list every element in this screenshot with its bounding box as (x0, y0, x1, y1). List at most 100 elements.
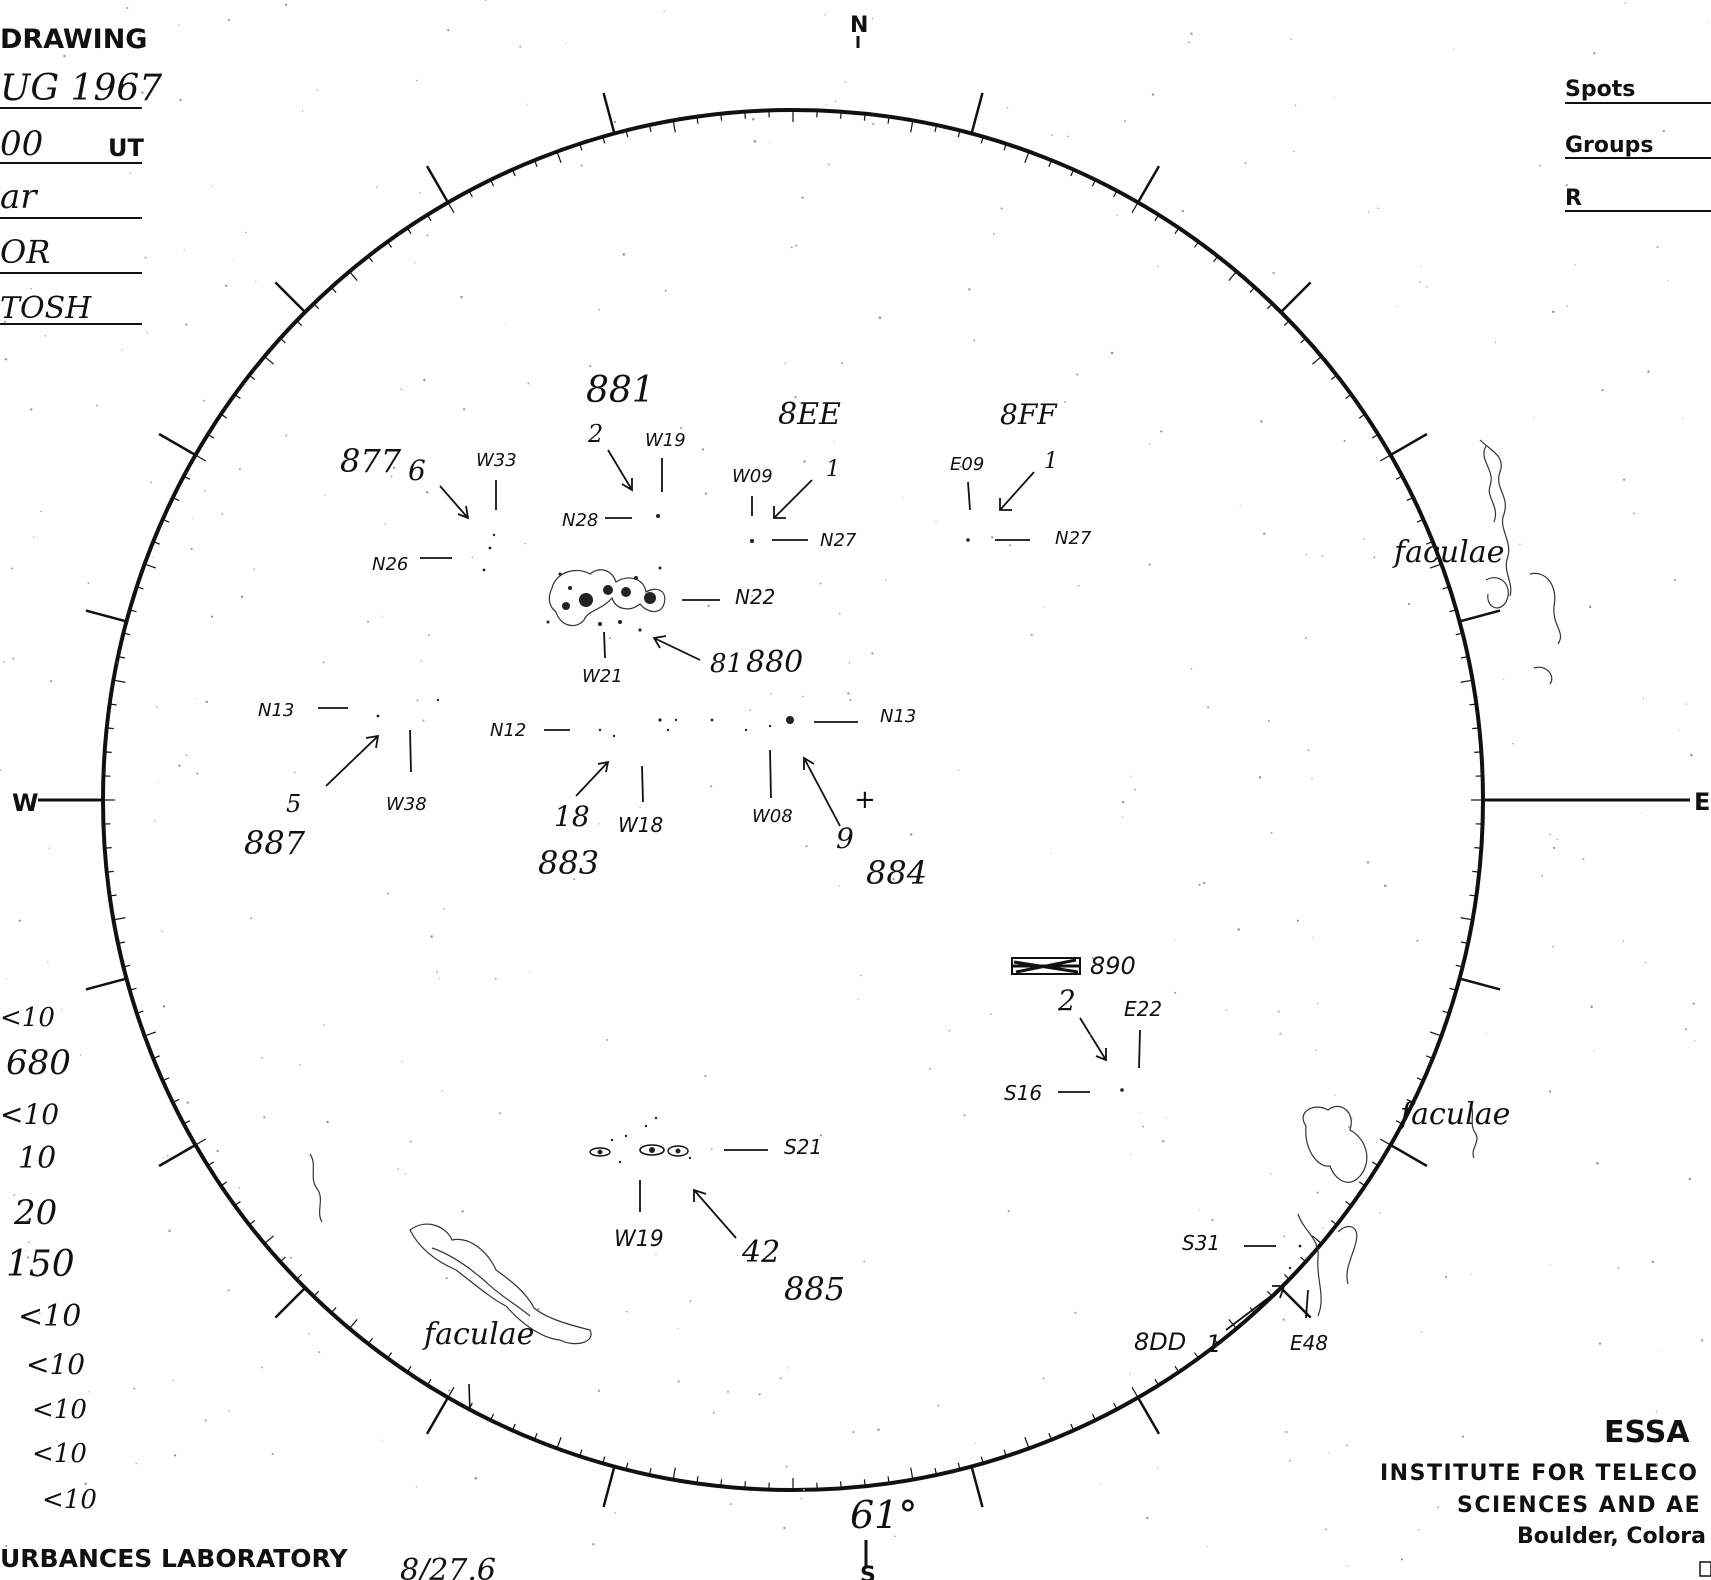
speck (664, 289, 667, 292)
speck (150, 481, 152, 484)
limb-tick (489, 1413, 495, 1421)
speck (1644, 961, 1647, 964)
speck (1701, 1339, 1704, 1342)
speck (5, 978, 7, 980)
speck (527, 382, 530, 385)
plus-marker: + (854, 785, 876, 815)
limb-tick (1429, 563, 1442, 569)
sunspot-group-8EE: 8EE 1 W09 N27 (732, 397, 857, 551)
left-value-1: <10 (0, 1003, 55, 1033)
speck (835, 463, 837, 465)
speck (1007, 1209, 1010, 1212)
limb-tick (313, 1290, 319, 1297)
speck (1270, 832, 1273, 835)
limb-tick (1024, 1436, 1030, 1449)
longitude: E22 (1124, 997, 1162, 1021)
latitude: S21 (784, 1135, 822, 1159)
speck (1553, 846, 1556, 850)
north-label: N (850, 13, 868, 38)
limb-tick (1371, 1161, 1379, 1167)
speck (1685, 703, 1688, 705)
speck (758, 1393, 761, 1396)
sunspot-group-885: S21 W19 42 885 (589, 1116, 845, 1308)
speck (519, 45, 522, 48)
speck (892, 878, 895, 881)
speck (484, 0, 487, 1)
speck (284, 3, 288, 6)
limb-tick (648, 1467, 652, 1476)
speck (974, 1443, 977, 1445)
limb-tick (406, 227, 412, 235)
limb-tick (386, 1352, 393, 1359)
limb-tick (489, 179, 495, 187)
latitude: N13 (880, 706, 916, 727)
speck (963, 1114, 966, 1117)
speck (154, 820, 156, 822)
limb-tick (1406, 496, 1414, 502)
latitude: N12 (490, 720, 526, 741)
speck (1279, 1032, 1282, 1035)
speck (1294, 104, 1297, 107)
speck (1588, 605, 1592, 608)
speck (415, 1486, 418, 1488)
limb-tick (447, 202, 455, 214)
speck (400, 388, 403, 391)
speck (801, 196, 804, 199)
speck (1312, 936, 1314, 939)
speck (849, 699, 852, 702)
speck (13, 1194, 16, 1196)
limb-tick (1469, 703, 1477, 706)
longitude: W18 (618, 813, 663, 837)
speck (597, 1389, 601, 1392)
limb-tick (556, 1436, 562, 1449)
limb-tick (672, 120, 676, 133)
speck (253, 568, 256, 570)
limb-tick (367, 1337, 373, 1345)
left-value-7: <10 (18, 1299, 81, 1334)
speck (794, 395, 797, 399)
limb-tick (195, 454, 207, 462)
limb-tick (1154, 1378, 1160, 1386)
limb-tick (863, 1479, 866, 1487)
limb-tick (1283, 1274, 1290, 1280)
left-value-8: <10 (26, 1348, 85, 1381)
speck (824, 14, 826, 16)
speck (770, 693, 772, 695)
speck (1551, 310, 1555, 313)
limb-tick (1154, 214, 1160, 222)
speck (1436, 1506, 1439, 1509)
speck (935, 521, 937, 523)
speck (1362, 538, 1365, 540)
limb-tick (123, 632, 131, 636)
speck (863, 1260, 866, 1263)
speck (1566, 305, 1568, 307)
speck (1211, 1218, 1214, 1221)
speck (1366, 861, 1370, 864)
speck (316, 89, 318, 92)
longitude: W19 (645, 430, 686, 451)
speck (524, 542, 526, 545)
faculae-region-east-north: faculae (1392, 439, 1562, 685)
major-limb-tick (85, 609, 127, 623)
speck (1174, 939, 1176, 941)
limb-tick (1267, 303, 1273, 310)
speck (0, 768, 2, 771)
speck (121, 349, 123, 352)
limb-tick (220, 1181, 228, 1187)
speck (1598, 1342, 1602, 1345)
speck (30, 287, 32, 290)
speck (322, 661, 325, 664)
speck (401, 1061, 403, 1063)
speck (461, 1210, 464, 1213)
speck (1396, 305, 1398, 307)
speck (63, 54, 66, 58)
speck (1074, 1311, 1077, 1314)
speck (1272, 271, 1275, 274)
major-limb-tick (602, 92, 616, 134)
speck (1368, 211, 1370, 213)
speck (1694, 1040, 1696, 1042)
speck (1237, 928, 1240, 931)
limb-tick (910, 120, 914, 133)
speck (323, 1024, 325, 1026)
